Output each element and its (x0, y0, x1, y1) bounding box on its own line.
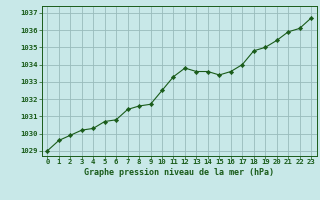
X-axis label: Graphe pression niveau de la mer (hPa): Graphe pression niveau de la mer (hPa) (84, 168, 274, 177)
